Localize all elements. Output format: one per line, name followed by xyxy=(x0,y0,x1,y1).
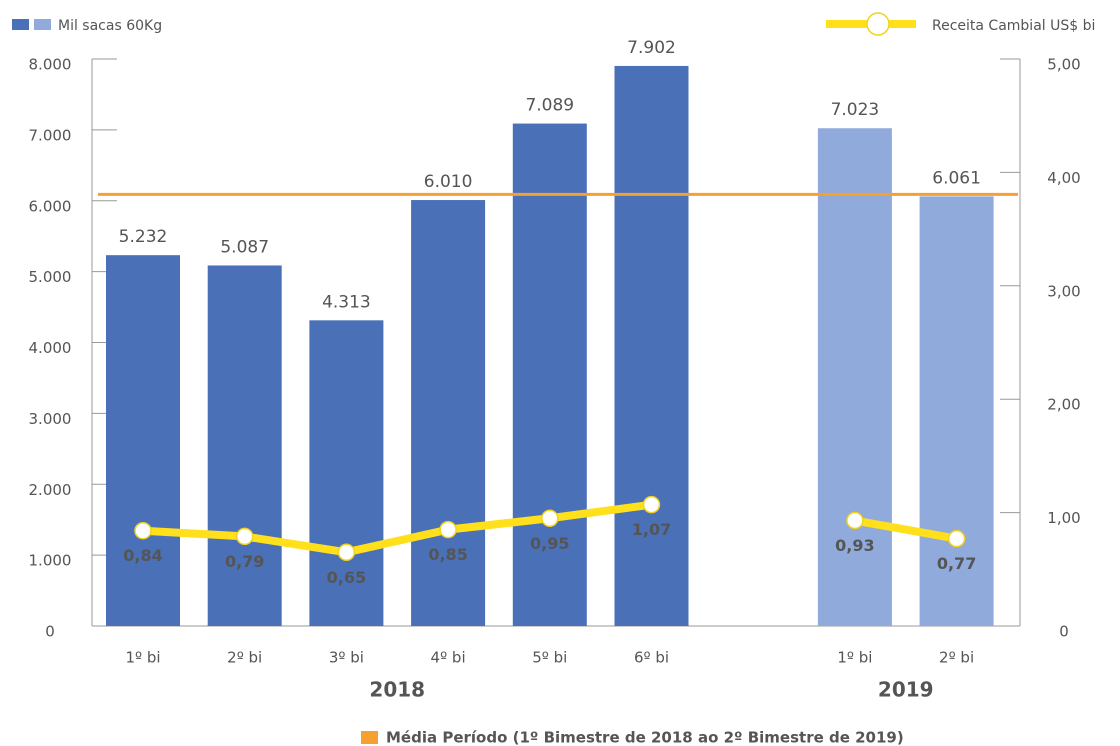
revenue-label: 0,85 xyxy=(428,545,467,564)
bar-label: 5.232 xyxy=(119,227,168,247)
revenue-point xyxy=(541,509,559,528)
y2-tick-label: 4,00 xyxy=(1047,169,1080,187)
legend-label: Mil sacas 60Kg xyxy=(58,18,162,34)
legend-point xyxy=(866,12,890,36)
revenue-point xyxy=(947,529,966,548)
y-tick-label: 1.000 xyxy=(29,552,72,570)
revenue-point xyxy=(439,520,457,539)
bar-label: 7.023 xyxy=(831,100,880,120)
revenue-point xyxy=(337,543,356,562)
year-label: 2018 xyxy=(369,678,425,702)
y2-tick-label: 2,00 xyxy=(1047,396,1080,414)
bar xyxy=(614,65,689,627)
y-tick-label: 8.000 xyxy=(29,56,72,74)
x-tick-label: 2º bi xyxy=(939,649,974,667)
y2-tick-label: 5,00 xyxy=(1047,56,1080,74)
y-tick-label: 6.000 xyxy=(29,197,72,215)
revenue-label: 0,77 xyxy=(937,554,976,573)
y-tick-label: 0 xyxy=(45,623,55,641)
legend-label: Receita Cambial US$ bi xyxy=(932,18,1095,34)
x-tick-label: 6º bi xyxy=(634,649,669,667)
revenue-line xyxy=(142,500,653,557)
bar-label: 6.010 xyxy=(424,172,473,192)
bar xyxy=(919,196,994,626)
x-tick-label: 4º bi xyxy=(431,649,466,667)
bar-label: 5.087 xyxy=(220,237,269,257)
x-tick-label: 2º bi xyxy=(227,649,262,667)
bar xyxy=(817,128,892,626)
revenue-point xyxy=(235,527,254,546)
bar-label: 7.089 xyxy=(525,96,574,116)
y-tick-label: 3.000 xyxy=(29,410,72,428)
y-tick-label: 5.000 xyxy=(29,268,72,286)
revenue-point xyxy=(846,511,864,530)
revenue-label: 0,84 xyxy=(123,546,162,565)
bar xyxy=(512,123,587,626)
bar xyxy=(411,200,486,626)
legend-swatch xyxy=(12,19,29,30)
bar xyxy=(106,255,180,626)
legend-swatch xyxy=(361,731,378,744)
x-tick-label: 1º bi xyxy=(125,649,160,667)
x-tick-label: 1º bi xyxy=(837,649,872,667)
x-tick-label: 3º bi xyxy=(329,649,364,667)
x-tick-label: 5º bi xyxy=(532,649,567,667)
y2-tick-label: 1,00 xyxy=(1047,509,1080,527)
bar xyxy=(207,265,282,626)
bar-label: 6.061 xyxy=(932,168,981,188)
bar-label: 4.313 xyxy=(322,292,371,312)
legend-label: Média Período (1º Bimestre de 2018 ao 2º… xyxy=(386,729,904,746)
revenue-label: 0,79 xyxy=(225,552,264,571)
y-tick-label: 7.000 xyxy=(29,126,72,144)
bar xyxy=(309,320,384,626)
revenue-label: 0,93 xyxy=(835,536,874,555)
revenue-label: 1,07 xyxy=(632,520,671,539)
bar-label: 7.902 xyxy=(627,38,676,58)
legend-swatch xyxy=(34,19,51,30)
y-tick-label: 4.000 xyxy=(29,339,72,357)
revenue-point xyxy=(134,521,152,540)
y2-tick-label: 0 xyxy=(1059,623,1069,641)
revenue-line xyxy=(854,516,958,543)
year-label: 2019 xyxy=(878,678,934,702)
y-tick-label: 2.000 xyxy=(29,481,72,499)
y2-tick-label: 3,00 xyxy=(1047,282,1080,300)
revenue-point xyxy=(642,495,661,514)
revenue-label: 0,65 xyxy=(327,568,366,587)
revenue-label: 0,95 xyxy=(530,534,569,553)
